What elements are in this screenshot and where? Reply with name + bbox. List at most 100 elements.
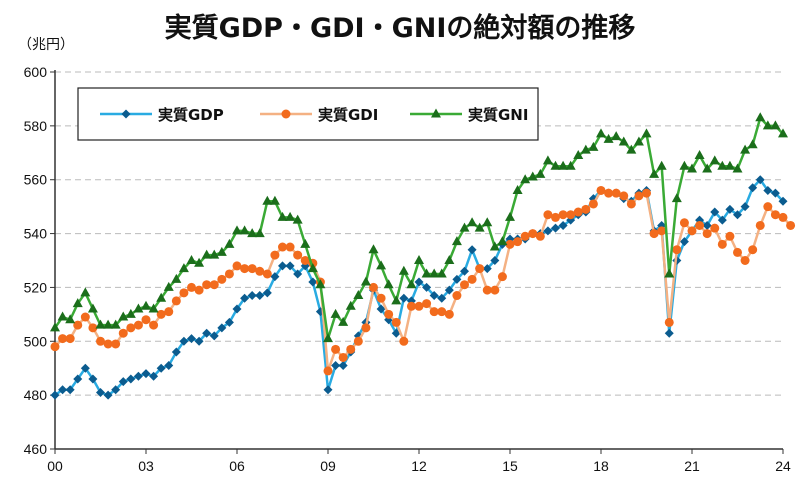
data-point — [247, 291, 257, 301]
data-point — [187, 334, 196, 344]
y-tick-label: 480 — [24, 387, 48, 403]
data-point — [724, 160, 735, 170]
data-point — [133, 371, 143, 381]
data-point — [573, 149, 584, 159]
data-point — [489, 241, 500, 251]
data-point — [747, 139, 758, 149]
data-point — [57, 311, 68, 321]
data-point — [444, 285, 454, 295]
data-point — [444, 309, 454, 319]
data-point — [88, 374, 98, 384]
data-point — [255, 266, 265, 276]
data-point — [125, 308, 136, 318]
data-point — [733, 247, 742, 257]
data-point — [361, 323, 371, 333]
data-point — [664, 317, 674, 327]
data-point — [376, 260, 387, 270]
series-gni — [50, 112, 788, 343]
y-tick-label: 580 — [24, 118, 48, 134]
data-point — [543, 226, 553, 236]
x-tick-label: 21 — [684, 458, 700, 474]
data-point — [702, 163, 713, 173]
data-point — [126, 323, 136, 333]
data-point — [323, 333, 333, 343]
data-point — [80, 312, 90, 322]
data-point — [285, 242, 295, 252]
data-point — [384, 309, 394, 319]
data-point — [331, 344, 341, 354]
data-point — [459, 222, 470, 232]
x-tick-label: 06 — [229, 458, 245, 474]
x-tick-label: 00 — [47, 458, 63, 474]
data-point — [58, 385, 68, 395]
data-point — [278, 242, 287, 252]
data-point — [695, 220, 705, 230]
data-point — [103, 339, 113, 349]
y-tick-label: 500 — [24, 333, 48, 349]
data-point — [50, 322, 60, 332]
data-point — [186, 255, 197, 264]
data-point — [733, 210, 742, 220]
data-point — [429, 268, 440, 278]
data-point — [626, 199, 636, 209]
data-point — [755, 175, 765, 185]
data-point — [436, 268, 447, 278]
data-point — [202, 328, 212, 338]
data-point — [664, 268, 675, 278]
data-point — [596, 128, 606, 138]
data-point — [748, 183, 758, 193]
data-point — [202, 280, 212, 290]
data-point — [391, 295, 402, 305]
data-point — [770, 188, 780, 198]
data-point — [755, 112, 766, 122]
data-point — [550, 160, 561, 170]
data-point — [497, 272, 507, 282]
data-point — [398, 265, 409, 275]
data-point — [232, 225, 242, 235]
data-point — [111, 385, 121, 395]
data-point — [156, 292, 167, 302]
data-point — [429, 291, 439, 301]
data-point — [323, 385, 333, 395]
data-point — [285, 211, 296, 221]
data-point — [179, 336, 189, 346]
data-point — [353, 290, 364, 300]
data-point — [786, 220, 796, 230]
data-point — [338, 352, 348, 362]
data-point — [611, 188, 621, 198]
legend-label: 実質GDP — [158, 106, 224, 124]
data-point — [497, 236, 508, 246]
data-point — [293, 250, 303, 260]
data-point — [293, 269, 303, 279]
data-point — [671, 193, 682, 203]
data-point — [725, 204, 735, 214]
data-point — [141, 369, 151, 379]
data-point — [171, 296, 181, 306]
data-point — [414, 277, 424, 287]
y-tick-label: 600 — [24, 64, 48, 80]
data-point — [672, 245, 682, 255]
data-point — [421, 268, 432, 278]
data-point — [649, 229, 659, 239]
data-point — [65, 334, 75, 344]
data-point — [542, 155, 553, 165]
data-point — [687, 163, 697, 173]
data-point — [110, 319, 121, 329]
data-point — [217, 274, 227, 284]
data-point — [216, 246, 227, 256]
data-point — [80, 363, 90, 373]
data-point — [224, 317, 234, 327]
data-point — [604, 188, 614, 198]
data-point — [618, 136, 629, 146]
data-point — [118, 377, 128, 387]
data-point — [300, 256, 310, 265]
data-point — [588, 199, 598, 209]
data-point — [156, 309, 166, 319]
x-tick-label: 18 — [593, 458, 609, 474]
legend-marker — [431, 108, 441, 118]
data-point — [778, 128, 788, 138]
y-axis-unit-label: （兆円） — [18, 37, 74, 53]
data-point — [163, 281, 174, 291]
data-point — [520, 231, 530, 241]
